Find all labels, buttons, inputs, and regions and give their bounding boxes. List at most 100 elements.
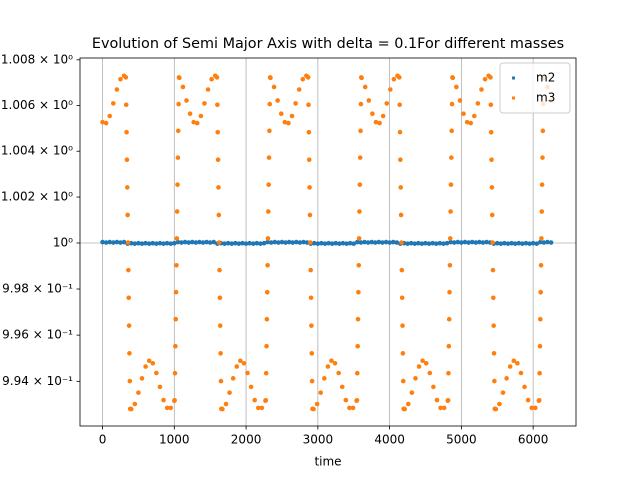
scatter-point	[507, 364, 513, 369]
scatter-point	[282, 119, 288, 125]
scatter-point	[136, 390, 141, 395]
scatter-point	[191, 119, 196, 125]
scatter-point	[449, 128, 454, 134]
scatter-point	[268, 75, 273, 81]
scatter-point	[180, 84, 186, 90]
x-tick-label: 1000	[159, 433, 190, 447]
scatter-point	[128, 406, 134, 412]
scatter-point	[356, 262, 362, 268]
y-tick-label: 10⁰	[53, 235, 73, 249]
scatter-point	[230, 376, 236, 381]
scatter-point	[472, 113, 477, 119]
scatter-point	[126, 323, 132, 328]
scatter-point	[473, 240, 479, 245]
scatter-point	[264, 343, 269, 349]
scatter-point	[214, 75, 220, 80]
scatter-point	[154, 370, 159, 376]
scatter-point	[215, 157, 221, 162]
scatter-point	[491, 295, 496, 301]
scatter-point	[416, 240, 421, 246]
axes-frame	[79, 57, 577, 427]
scatter-point	[264, 289, 270, 295]
scatter-point	[484, 239, 489, 245]
scatter-point	[186, 240, 191, 245]
scatter-point	[154, 241, 159, 246]
scatter-point	[146, 241, 152, 246]
scatter-point	[457, 98, 463, 103]
scatter-point	[461, 111, 466, 117]
scatter-point	[297, 240, 303, 245]
scatter-point	[362, 239, 367, 245]
scatter-point	[449, 101, 455, 107]
scatter-point	[343, 397, 349, 403]
scatter-point	[193, 240, 199, 245]
scatter-point	[380, 240, 385, 245]
scatter-point	[175, 239, 181, 245]
scatter-point	[533, 405, 538, 411]
scatter-point	[365, 240, 371, 245]
scatter-point	[520, 241, 525, 246]
scatter-point	[296, 87, 302, 92]
scatter-point	[515, 360, 520, 366]
legend-marker	[512, 96, 515, 100]
scatter-point	[545, 239, 550, 245]
scatter-point	[358, 128, 363, 134]
scatter-point	[132, 241, 138, 246]
scatter-point	[538, 316, 543, 322]
scatter-point	[447, 289, 452, 295]
scatter-point	[397, 129, 403, 135]
scatter-point	[512, 241, 518, 246]
scatter-point	[271, 84, 277, 90]
legend-marker	[512, 76, 515, 80]
scatter-point	[480, 240, 486, 245]
scatter-point	[243, 241, 249, 246]
scatter-point	[127, 378, 133, 384]
scatter-point	[497, 401, 502, 407]
chart-title: Evolution of Semi Major Axis with delta …	[92, 36, 564, 52]
scatter-point	[238, 358, 243, 364]
scatter-point	[448, 182, 454, 187]
scatter-point	[179, 240, 184, 245]
scatter-point	[518, 370, 524, 376]
scatter-point	[337, 241, 342, 246]
scatter-point	[125, 212, 130, 218]
scatter-point	[111, 240, 116, 245]
scatter-point	[489, 212, 495, 218]
scatter-point	[489, 185, 495, 190]
x-tick-label: 4000	[374, 433, 405, 447]
scatter-point	[111, 101, 116, 106]
scatter-point	[399, 240, 404, 245]
scatter-point	[233, 240, 238, 246]
scatter-point	[308, 295, 314, 301]
scatter-point	[447, 236, 453, 241]
scatter-point	[107, 113, 113, 119]
scatter-point	[462, 239, 468, 245]
scatter-point	[254, 240, 260, 246]
x-tick-label: 5000	[446, 433, 477, 447]
scatter-point	[416, 364, 422, 369]
scatter-point	[412, 241, 418, 246]
scatter-point	[107, 239, 113, 245]
scatter-point	[366, 98, 372, 103]
scatter-point	[286, 120, 291, 126]
scatter-point	[340, 240, 346, 246]
x-tick-label: 0	[99, 433, 107, 447]
scatter-point	[398, 212, 404, 218]
scatter-point	[530, 240, 536, 246]
scatter-point	[491, 351, 497, 356]
scatter-point	[391, 76, 397, 82]
scatter-point	[468, 120, 474, 126]
scatter-point	[264, 316, 270, 322]
scatter-point	[123, 75, 129, 80]
scatter-point	[146, 358, 152, 364]
scatter-point	[126, 295, 132, 301]
scatter-point	[400, 351, 406, 356]
scatter-point	[229, 241, 235, 246]
scatter-point	[319, 240, 324, 246]
scatter-point	[358, 101, 364, 107]
scatter-point	[161, 241, 166, 246]
scatter-point	[448, 209, 453, 214]
scatter-point	[314, 401, 320, 407]
scatter-point	[446, 343, 452, 349]
